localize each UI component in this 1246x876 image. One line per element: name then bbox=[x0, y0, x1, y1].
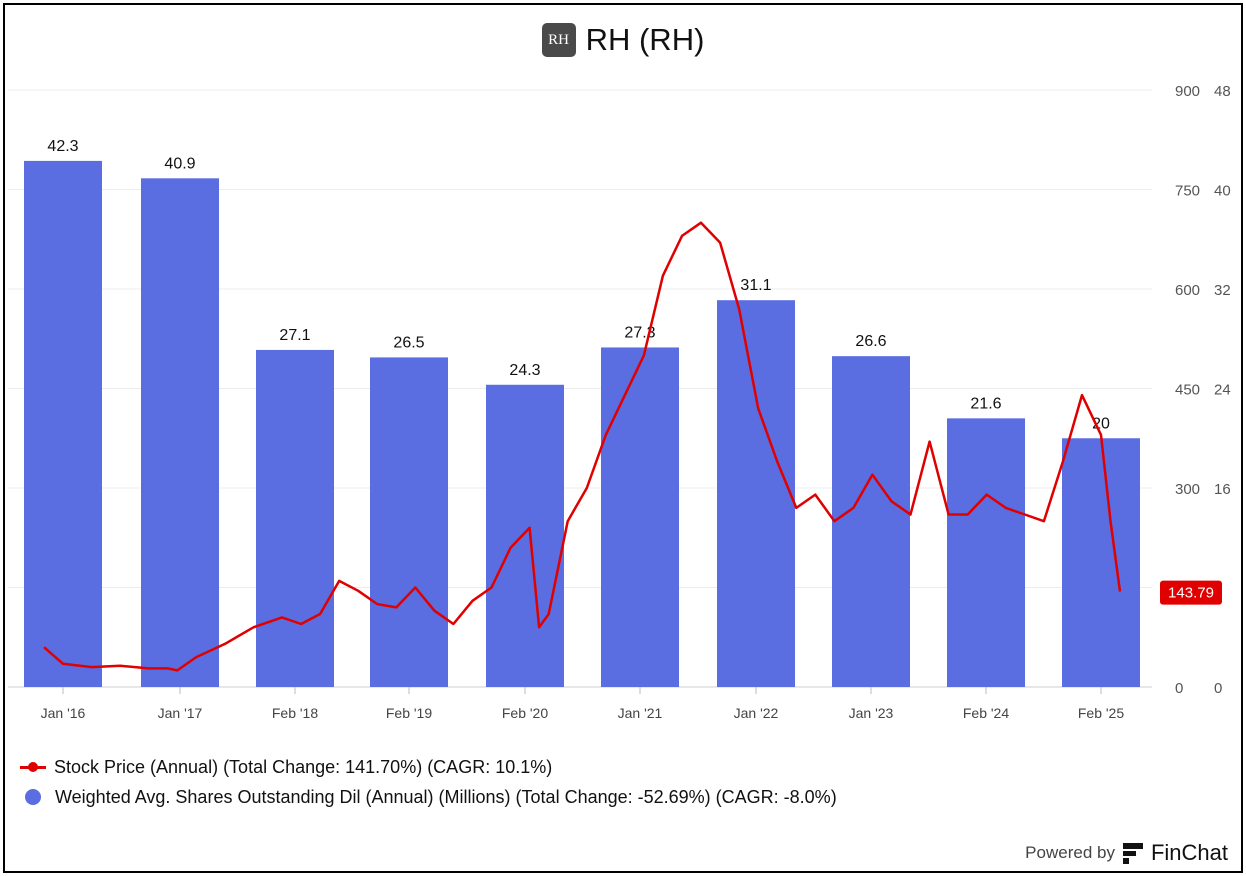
shares-axis-tick: 24 bbox=[1214, 382, 1231, 399]
x-tick-label: Feb '25 bbox=[1078, 705, 1124, 721]
x-tick-label: Jan '17 bbox=[158, 705, 203, 721]
price-axis-tick: 300 bbox=[1175, 481, 1200, 498]
bar-series-swatch bbox=[25, 789, 41, 805]
bar-value-label: 42.3 bbox=[47, 138, 78, 155]
x-tick-label: Jan '23 bbox=[849, 705, 894, 721]
chart-title: RH (RH) bbox=[585, 22, 705, 57]
x-tick-label: Feb '18 bbox=[272, 705, 318, 721]
price-axis-tick: 600 bbox=[1175, 282, 1200, 299]
shares-axis-tick: 16 bbox=[1214, 481, 1231, 498]
last-price-badge bbox=[1160, 580, 1222, 605]
bar-value-label: 40.9 bbox=[164, 155, 195, 172]
bar-value-label: 24.3 bbox=[509, 362, 540, 379]
shares-bar bbox=[947, 418, 1025, 687]
legend-item-stock-price[interactable]: Stock Price (Annual) (Total Change: 141.… bbox=[20, 752, 837, 782]
shares-bar bbox=[486, 384, 564, 687]
bar-value-label: 26.6 bbox=[855, 333, 886, 350]
x-tick-label: Feb '19 bbox=[386, 705, 432, 721]
powered-by-text: Powered by bbox=[1025, 843, 1115, 862]
shares-bar bbox=[601, 347, 679, 687]
brand-name: FinChat bbox=[1150, 840, 1228, 865]
last-price-label: 143.79 bbox=[1168, 585, 1214, 602]
price-axis-tick: 0 bbox=[1175, 680, 1183, 697]
legend: Stock Price (Annual) (Total Change: 141.… bbox=[20, 752, 837, 812]
price-axis-tick: 900 bbox=[1175, 83, 1200, 100]
bar-value-label: 31.1 bbox=[740, 277, 771, 294]
shares-bar bbox=[1062, 438, 1140, 687]
shares-bar bbox=[717, 300, 795, 687]
price-axis-tick: 450 bbox=[1175, 382, 1200, 399]
shares-axis-tick: 40 bbox=[1214, 183, 1231, 200]
shares-bar bbox=[24, 160, 102, 688]
x-tick-label: Feb '20 bbox=[502, 705, 548, 721]
shares-bar bbox=[370, 357, 448, 687]
powered-by[interactable]: Powered by FinChat bbox=[1025, 840, 1228, 866]
legend-label-shares: Weighted Avg. Shares Outstanding Dil (An… bbox=[55, 786, 837, 807]
price-axis-tick: 750 bbox=[1175, 183, 1200, 200]
chart-header: RH RH (RH) bbox=[0, 20, 1246, 60]
shares-bar bbox=[141, 178, 219, 687]
shares-axis-tick: 32 bbox=[1214, 282, 1231, 299]
stock-price-line bbox=[43, 221, 1122, 672]
bar-value-label: 27.1 bbox=[279, 327, 310, 344]
finchat-logo-icon bbox=[1122, 843, 1143, 864]
shares-bar bbox=[256, 349, 334, 687]
legend-label-stock-price: Stock Price (Annual) (Total Change: 141.… bbox=[54, 756, 553, 777]
x-tick-label: Jan '16 bbox=[41, 705, 86, 721]
x-tick-label: Jan '21 bbox=[618, 705, 663, 721]
x-tick-label: Jan '22 bbox=[734, 705, 779, 721]
line-series-swatch bbox=[20, 761, 46, 772]
company-logo: RH bbox=[541, 23, 576, 57]
bar-value-label: 26.5 bbox=[393, 334, 424, 351]
shares-bar bbox=[832, 356, 910, 687]
shares-axis-tick: 48 bbox=[1214, 83, 1231, 100]
x-tick-label: Feb '24 bbox=[963, 705, 1009, 721]
legend-item-shares[interactable]: Weighted Avg. Shares Outstanding Dil (An… bbox=[20, 782, 837, 812]
bar-value-label: 21.6 bbox=[970, 395, 1001, 412]
shares-axis-tick: 0 bbox=[1214, 680, 1222, 697]
